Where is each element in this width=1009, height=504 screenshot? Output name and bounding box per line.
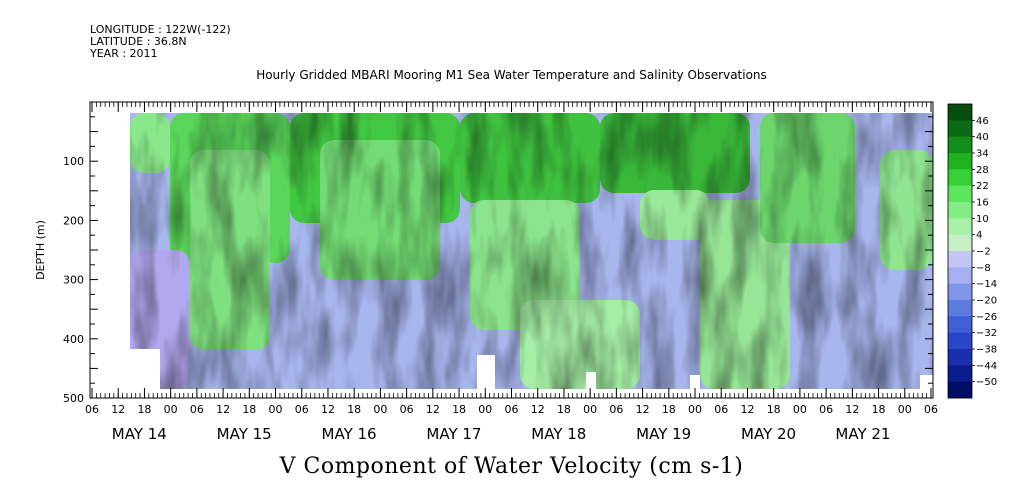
longitude-label: LONGITUDE : 122W(-122): [90, 23, 231, 36]
x-day-label: MAY 14: [112, 425, 167, 443]
x-tick-label: 12: [216, 403, 230, 416]
x-tick-label: 00: [793, 403, 807, 416]
field-texture: [130, 113, 933, 389]
colorbar-label: 10: [976, 214, 989, 225]
colorbar-swatch: [948, 202, 972, 219]
x-tick-label: 06: [924, 403, 938, 416]
x-tick-label: 12: [845, 403, 859, 416]
latitude-label: LATITUDE : 36.8N: [90, 35, 187, 48]
x-tick-label: 00: [269, 403, 283, 416]
x-day-label: MAY 17: [426, 425, 481, 443]
x-tick-label: 18: [557, 403, 571, 416]
x-tick-label: 12: [636, 403, 650, 416]
x-tick-label: 12: [426, 403, 440, 416]
colorbar-swatch: [948, 267, 972, 284]
x-tick-label: 06: [85, 403, 99, 416]
colorbar-label: −50: [976, 377, 997, 388]
x-tick-label: 12: [531, 403, 545, 416]
x-tick-label: 00: [898, 403, 912, 416]
colorbar-label: 16: [976, 198, 989, 209]
colorbar-label: −44: [976, 361, 997, 372]
missing-data: [477, 355, 495, 389]
colorbar-swatch: [948, 251, 972, 268]
colorbar-label: −8: [976, 263, 991, 274]
colorbar-swatch: [948, 185, 972, 203]
x-day-label: MAY 15: [217, 425, 272, 443]
y-tick-label: 400: [63, 333, 84, 346]
missing-data: [130, 349, 160, 389]
x-tick-label: 18: [767, 403, 781, 416]
x-tick-label: 12: [740, 403, 754, 416]
velocity-field: [130, 113, 933, 389]
colorbar-swatch: [948, 332, 972, 350]
y-tick-label: 500: [63, 392, 84, 405]
x-tick-label: 18: [137, 403, 151, 416]
x-tick-label: 00: [373, 403, 387, 416]
colorbar-swatch: [948, 234, 972, 252]
x-tick-label: 12: [321, 403, 335, 416]
colorbar-label: −2: [976, 247, 991, 258]
colorbar-swatch: [948, 153, 972, 170]
y-tick-label: 200: [63, 214, 84, 227]
y-tick-label: 300: [63, 274, 84, 287]
colorbar-label: 28: [976, 165, 989, 176]
colorbar-swatch: [948, 218, 972, 235]
x-axis-label: V Component of Water Velocity (cm s-1): [279, 454, 744, 479]
x-tick-label: 00: [478, 403, 492, 416]
colorbar: 46 40 34 28 22 16 10 4 −2 −8 −14 −20 −26 −32 −38 −44 −50: [947, 103, 997, 399]
y-tick-label: 100: [63, 155, 84, 168]
axis-ticks: 06 12 18 00 06 12 18 00 06 12 18 00 06 12 18 00 06 12 18 00…: [63, 101, 938, 443]
missing-data: [920, 375, 933, 389]
y-axis-label: DEPTH (m): [34, 220, 47, 280]
colorbar-swatch: [948, 104, 972, 121]
chart-title: Hourly Gridded MBARI Mooring M1 Sea Wate…: [256, 68, 767, 82]
x-tick-label: 06: [400, 403, 414, 416]
x-day-label: MAY 20: [741, 425, 796, 443]
x-tick-label: 00: [583, 403, 597, 416]
colorbar-label: 46: [976, 116, 989, 127]
colorbar-label: 4: [976, 230, 982, 241]
x-tick-label: 18: [242, 403, 256, 416]
year-label: YEAR : 2011: [90, 47, 158, 60]
x-day-label: MAY 16: [322, 425, 377, 443]
missing-data: [586, 372, 596, 389]
x-tick-label: 06: [505, 403, 519, 416]
colorbar-swatch: [948, 283, 972, 301]
colorbar-swatch: [948, 169, 972, 186]
missing-data: [690, 375, 700, 389]
colorbar-label: −14: [976, 279, 997, 290]
x-day-label: MAY 18: [531, 425, 586, 443]
colorbar-label: −26: [976, 312, 997, 323]
x-tick-label: 06: [609, 403, 623, 416]
x-tick-label: 00: [164, 403, 178, 416]
x-day-label: MAY 19: [636, 425, 691, 443]
colorbar-swatch: [948, 381, 972, 399]
colorbar-swatch: [948, 349, 972, 366]
x-tick-label: 06: [190, 403, 204, 416]
x-tick-label: 18: [452, 403, 466, 416]
x-tick-label: 18: [662, 403, 676, 416]
x-tick-label: 06: [819, 403, 833, 416]
colorbar-swatch: [948, 120, 972, 137]
colorbar-label: 40: [976, 132, 989, 143]
colorbar-swatch: [948, 300, 972, 317]
colorbar-swatch: [948, 136, 972, 154]
colorbar-label: 22: [976, 181, 989, 192]
x-tick-label: 18: [347, 403, 361, 416]
colorbar-swatch: [948, 365, 972, 382]
x-tick-label: 12: [111, 403, 125, 416]
x-tick-label: 00: [688, 403, 702, 416]
x-tick-label: 06: [714, 403, 728, 416]
colorbar-label: −20: [976, 296, 997, 307]
colorbar-label: −38: [976, 345, 997, 356]
x-day-label: MAY 21: [835, 425, 890, 443]
x-tick-label: 18: [872, 403, 886, 416]
colorbar-swatch: [948, 316, 972, 333]
colorbar-label: −32: [976, 328, 997, 339]
x-tick-label: 06: [295, 403, 309, 416]
colorbar-label: 34: [976, 149, 989, 160]
